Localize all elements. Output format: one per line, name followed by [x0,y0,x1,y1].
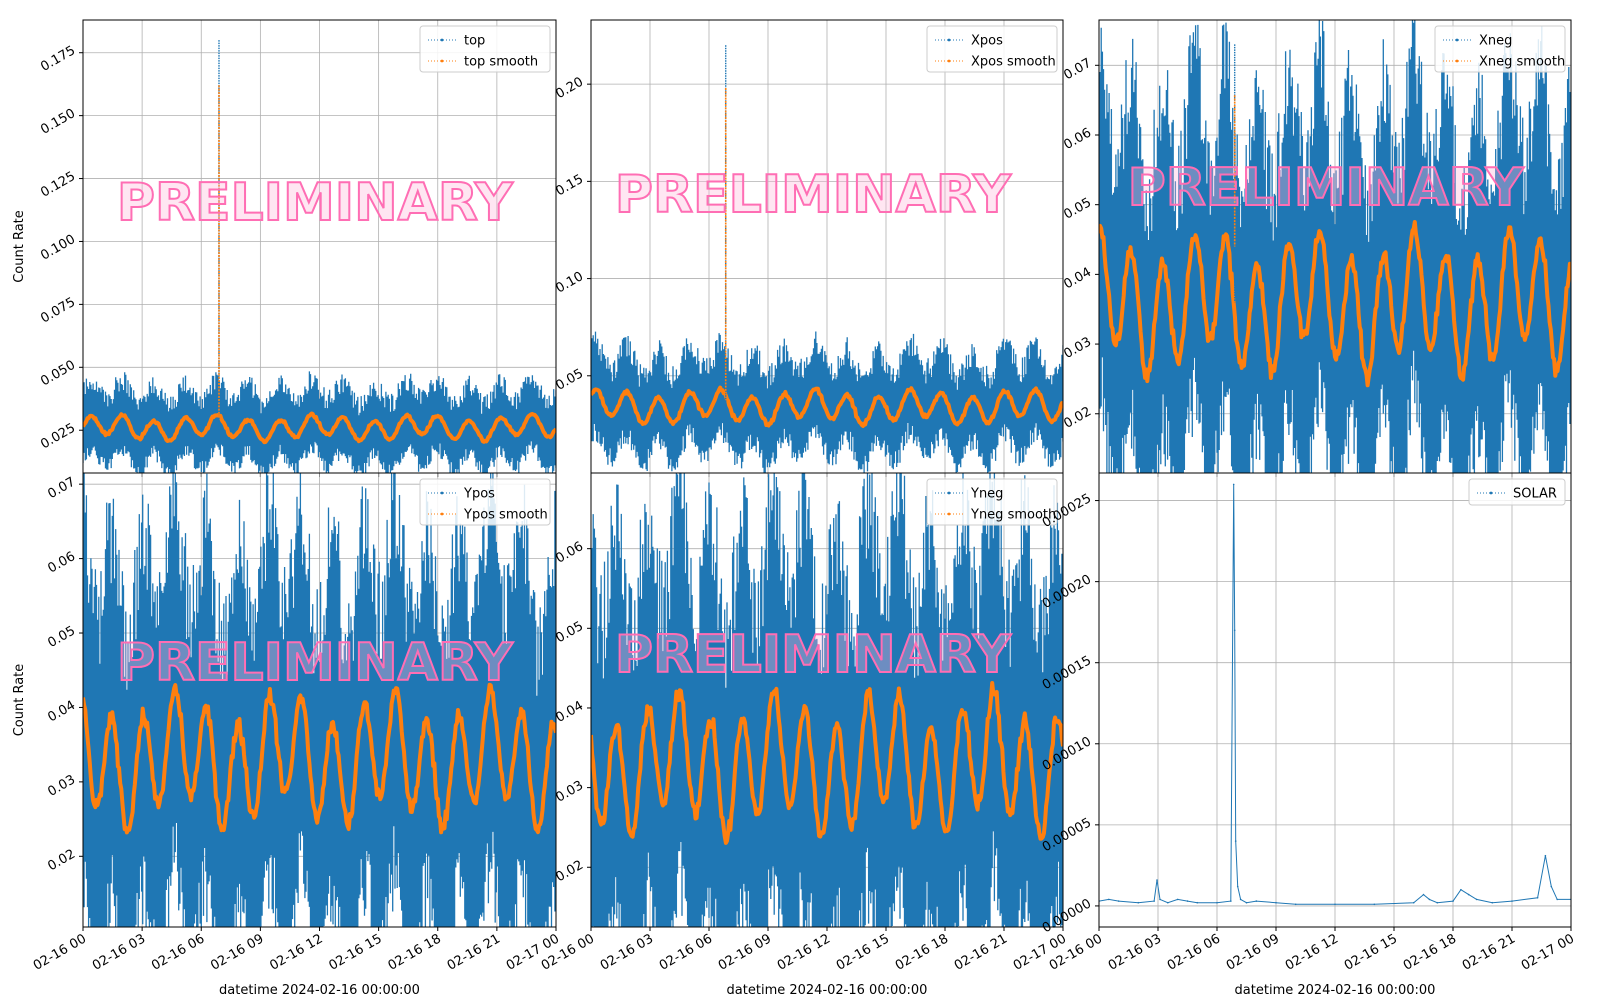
solar-data-point [1475,898,1478,901]
y-axis-label: Count Rate [12,664,27,737]
legend-label: top [464,34,485,49]
legend-marker-dot [1489,491,1493,495]
panel-1: PRELIMINARY0.0250.0500.0750.1000.1250.15… [12,19,557,477]
legend-marker-dot [440,491,444,495]
data-group [83,40,556,473]
x-axis-label: datetime 2024-02-16 00:00:00 [727,983,928,998]
solar-data-point [1550,885,1553,888]
solar-data-point [1233,629,1236,632]
legend-label: Ypos smooth [463,508,548,523]
legend-marker-dot [440,59,444,63]
solar-data-point [1159,898,1161,901]
legend-marker-dot [947,59,951,63]
solar-data-point [1275,901,1277,904]
legend-marker-dot [440,512,444,516]
solar-data-point [1245,901,1248,904]
legend-label: Xneg [1479,34,1512,49]
solar-data-point [1556,898,1558,901]
solar-data-point [1422,893,1425,896]
solar-data-point [1236,885,1239,888]
solar-data-point [1373,903,1376,906]
solar-data-point [1176,898,1179,901]
solar-data-point [1436,901,1439,904]
watermark-text: PRELIMINARY [615,165,1012,225]
data-group [1099,20,1571,473]
solar-data-point [1108,898,1110,901]
legend-label: Xpos smooth [971,55,1056,70]
watermark-text: PRELIMINARY [117,173,514,233]
data-group [1099,483,1571,906]
solar-data-point [1230,900,1232,902]
y-axis-label: Count Rate [12,210,27,283]
solar-data-point [1511,900,1513,902]
solar-data-point [1460,888,1462,891]
legend-label: Xneg smooth [1479,55,1565,70]
x-axis-label: datetime 2024-02-16 00:00:00 [219,983,420,998]
solar-data-point [1428,898,1431,901]
legend-label: top smooth [464,55,538,70]
smooth-series-line [591,681,1063,845]
solar-data-point [1255,900,1258,902]
data-group [83,473,556,927]
x-axis-label: datetime 2024-02-16 00:00:00 [1235,983,1436,998]
solar-data-point [1234,840,1237,842]
solar-data-point [1294,903,1297,906]
solar-data-point [1467,893,1470,896]
solar-data-point [1153,900,1155,902]
solar-data-point [1452,900,1454,902]
smooth-series-line [83,411,556,445]
solar-data-point [1137,901,1140,904]
legend-marker-dot [947,491,951,495]
legend-marker-dot [947,38,951,42]
solar-data-point [1239,898,1242,901]
legend-label: Ypos [463,487,495,502]
legend-label: Yneg [970,487,1003,502]
legend-label: Yneg smooth [970,508,1056,523]
solar-data-point [1196,901,1199,904]
legend-marker-dot [947,512,951,516]
watermark-text: PRELIMINARY [117,633,514,693]
smooth-series-line [83,682,556,835]
solar-data-point [1412,901,1415,904]
solar-data-point [1536,897,1539,899]
legend-marker-dot [1455,59,1459,63]
data-group [591,473,1063,927]
solar-data-point [1544,854,1547,857]
solar-data-point [1334,903,1336,906]
solar-data-point [1117,900,1120,902]
legend-marker-dot [1455,38,1459,42]
smooth-series-line [591,385,1063,428]
legend-label: Xpos [971,34,1003,49]
solar-data-point [1232,483,1235,486]
solar-data-point [1156,879,1158,881]
solar-data-point [1491,901,1494,904]
watermark-text: PRELIMINARY [1128,158,1525,218]
legend-box [1468,478,1566,506]
solar-data-point [1186,900,1189,902]
solar-data-point [1167,901,1169,904]
smooth-series-line [1099,220,1571,388]
data-group [591,45,1063,473]
solar-data-point [1216,901,1218,904]
watermark-text: PRELIMINARY [615,625,1012,685]
legend-marker-dot [440,38,444,42]
legend-label: SOLAR [1513,487,1557,502]
